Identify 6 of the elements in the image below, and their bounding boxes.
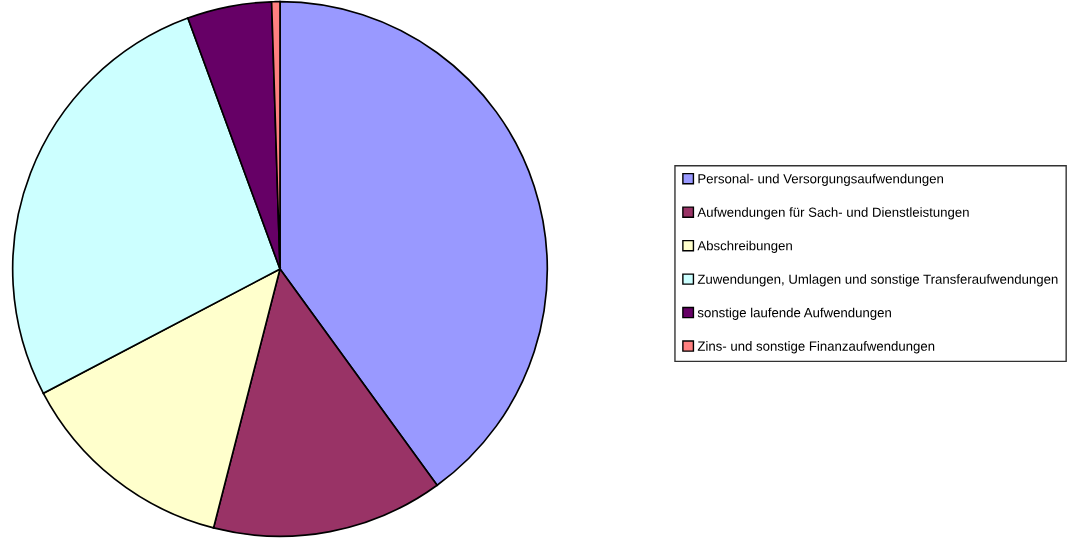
legend-label: Zuwendungen, Umlagen und sonstige Transferaufwendungen (697, 274, 1058, 287)
legend-label: Zins- und sonstige Finanzaufwendungen (697, 341, 935, 354)
legend-label: Personal- und Versorgungsaufwendungen (698, 173, 944, 186)
legend-label: sonstige laufende Aufwendungen (697, 307, 891, 320)
legend-label: Abschreibungen (697, 240, 792, 253)
legend-label: Aufwendungen für Sach- und Dienstleistungen (697, 207, 969, 220)
